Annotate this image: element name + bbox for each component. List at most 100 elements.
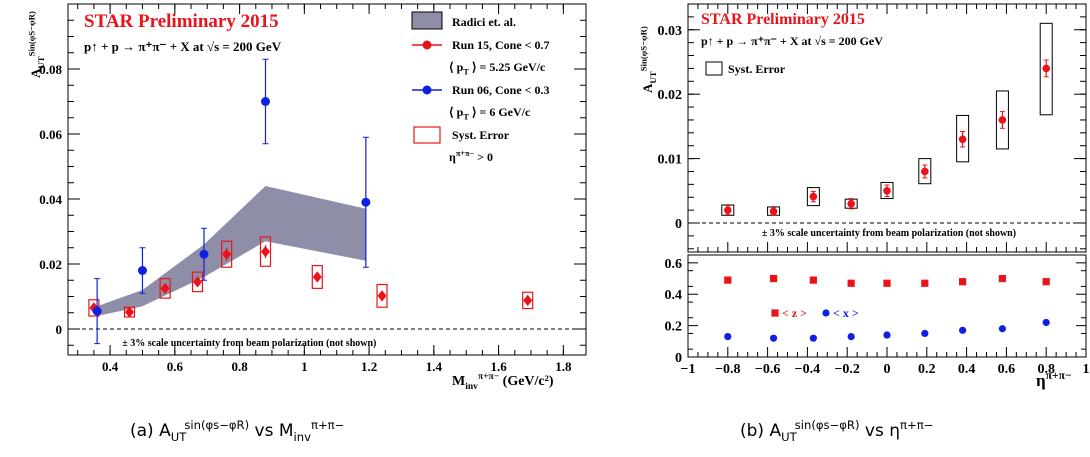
asym-point <box>883 187 891 195</box>
y-tick-label: 0.08 <box>39 62 62 77</box>
x-point <box>998 325 1007 333</box>
reaction-label: p↑ + p → π⁺π⁻ + X at √s = 200 GeV <box>84 39 282 54</box>
y-tick-label: 0.03 <box>658 24 683 39</box>
run15-point <box>222 248 232 260</box>
x-tick-label: −0.4 <box>795 362 820 377</box>
run06-point <box>137 266 147 275</box>
z-point <box>998 274 1007 283</box>
legend-label: ηπ+π− > 0 <box>449 149 493 164</box>
captions: (a) AUTsin(φs−φR) vs Minvπ+π− (b) AUTsin(… <box>130 418 933 444</box>
syst-box <box>956 114 970 163</box>
run15-point <box>193 276 202 288</box>
z-point <box>883 279 891 287</box>
syst-box <box>259 236 272 267</box>
run15-point <box>125 306 135 318</box>
legend-syst-label: Syst. Error <box>728 62 786 76</box>
syst-box <box>311 265 323 289</box>
chart-title: STAR Preliminary 2015 <box>84 11 279 32</box>
x-axis-label: ηπ+π− <box>1036 369 1072 390</box>
syst-box <box>918 158 932 185</box>
y2-tick-label: 0.6 <box>665 257 683 272</box>
y-tick-label: 0 <box>675 217 682 232</box>
x-point <box>959 326 967 334</box>
x-tick-label: 0.8 <box>1037 362 1055 377</box>
y-axis-label: AUTSin(φS−φR) <box>27 11 46 78</box>
syst-box <box>221 240 233 268</box>
asym-point <box>724 206 732 214</box>
legend-label: ⟨ pT ⟩ = 5.25 GeV/c <box>449 60 546 77</box>
scale-note: ± 3% scale uncertainty from beam polariz… <box>122 338 376 349</box>
x-tick-label: −0.6 <box>755 362 780 377</box>
x-tick-label: 0.6 <box>167 359 184 374</box>
asym-point <box>958 135 967 144</box>
legend-label: Syst. Error <box>452 128 510 142</box>
x-point <box>847 333 855 341</box>
x-tick-label: 1 <box>1083 362 1090 377</box>
legend-label: Run 06, Cone < 0.3 <box>452 83 550 97</box>
run06-point <box>92 306 102 316</box>
x-tick-label: −0.2 <box>834 362 859 377</box>
run06-point <box>361 197 371 207</box>
x-point <box>809 334 817 342</box>
x-tick-label: 1.2 <box>361 359 377 374</box>
asym-point <box>998 116 1007 124</box>
x-point <box>883 331 891 339</box>
syst-box <box>376 283 388 308</box>
x-tick-label: 0.8 <box>231 359 248 374</box>
legend-z-label: < z > <box>782 306 807 320</box>
syst-box <box>1039 22 1053 116</box>
y2-tick-label: 0 <box>675 351 682 366</box>
syst-box <box>995 90 1009 150</box>
run06-point <box>199 249 209 259</box>
legend-label: ⟨ pT ⟩ = 6 GeV/c <box>449 105 531 122</box>
x-point <box>1042 318 1050 327</box>
run15-point <box>523 294 533 307</box>
syst-box <box>721 204 735 216</box>
panel-a: 0.4 0.6 0.8 1 1.2 1.4 1.6 1.8 0 0.02 0.04 0.06 0.08 ±… <box>27 3 587 392</box>
z-point <box>847 279 855 287</box>
reaction-label: p↑ + p → π⁺π⁻ + X at √s = 200 GeV <box>701 34 883 48</box>
x-point <box>724 333 732 341</box>
legend-syst-box <box>705 61 723 76</box>
syst-box <box>159 278 171 299</box>
syst-box <box>880 181 894 200</box>
y2-tick-label: 0.2 <box>665 320 683 335</box>
x-tick-label: 0 <box>884 362 891 377</box>
caption-b: (b) AUTsin(φs−φR) vs ηπ+π− <box>740 418 933 444</box>
x-tick-label: −1 <box>681 362 696 377</box>
run15-point <box>312 271 322 283</box>
x-tick-label: 0.6 <box>998 362 1016 377</box>
x-tick-label: 0.4 <box>102 359 119 374</box>
asym-point <box>847 199 855 208</box>
syst-box <box>806 187 820 207</box>
panel-b: 0 0.01 0.02 0.03 −1 −0.8 −0.6 −0.4 −0.2 0 0.2 0.4 0.… <box>639 3 1090 390</box>
x-point <box>769 334 778 342</box>
plot-frame <box>67 3 587 356</box>
z-point <box>769 274 778 283</box>
x-axis-label: Minvπ+π− (GeV/c²) <box>452 372 554 392</box>
legend-box <box>413 126 441 144</box>
z-point <box>959 278 967 286</box>
legend-x-marker <box>822 309 830 317</box>
x-tick-label: 0.4 <box>958 362 976 377</box>
scale-note: ± 3% scale uncertainty from beam polariz… <box>762 228 1016 239</box>
syst-box <box>522 291 534 310</box>
y-tick-label: 0 <box>56 322 63 337</box>
bottom-frame <box>687 254 1087 358</box>
y2-tick-label: 0.4 <box>665 288 683 303</box>
legend-label: Radici et. al. <box>452 15 516 29</box>
asym-point <box>769 207 778 216</box>
z-point <box>724 276 732 284</box>
legend-marker <box>422 40 432 50</box>
z-point <box>921 279 929 287</box>
z-point <box>809 276 817 284</box>
caption-a: (a) AUTsin(φs−φR) vs Minvπ+π− <box>130 418 344 444</box>
run15-point <box>160 282 170 294</box>
z-point <box>1042 278 1050 286</box>
y-axis-label: AUTSin(φS−φR) <box>639 26 658 93</box>
legend-x-label: < x > <box>833 306 859 320</box>
run15-point <box>260 246 270 258</box>
x-tick-label: −0.8 <box>715 362 740 377</box>
legend: Radici et. al. Run 15, Cone < 0.7 ⟨ pT ⟩ =… <box>411 11 550 164</box>
